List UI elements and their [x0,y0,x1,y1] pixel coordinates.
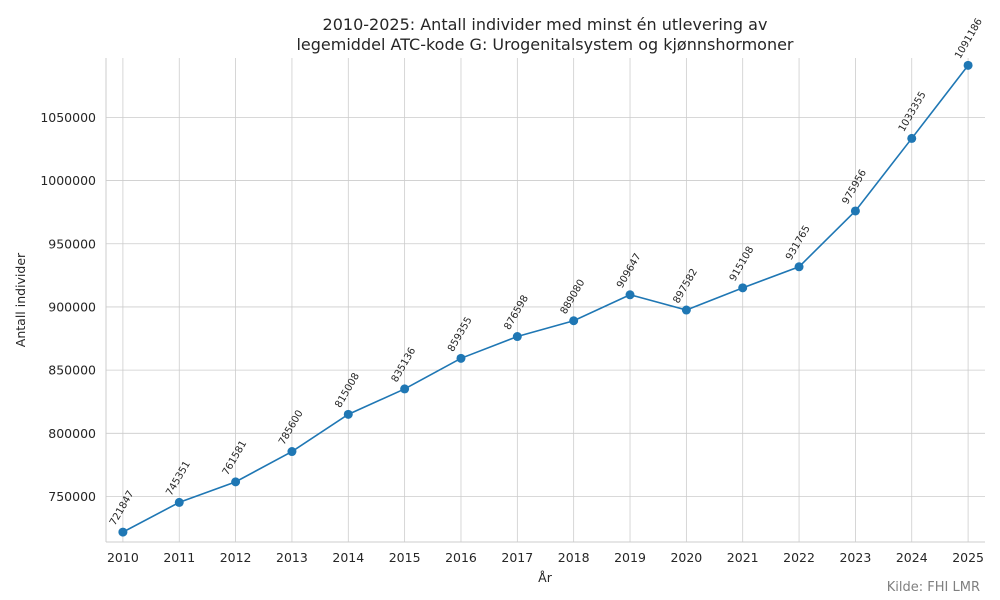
data-label: 785600 [277,408,306,447]
data-label: 761581 [221,439,250,478]
data-label: 1033355 [897,90,929,134]
x-tick-label: 2023 [839,550,871,565]
series [118,60,973,537]
x-tick-labels: 2010 2011 2012 2013 2014 2015 2016 2017 2018 2019… [107,550,984,565]
x-tick-label: 2024 [896,550,928,565]
data-point [681,305,691,315]
data-label: 859355 [446,315,475,354]
x-tick-label: 2013 [276,550,308,565]
data-label: 721847 [108,489,137,528]
data-point [400,384,410,394]
y-tick-label: 850000 [48,363,96,378]
grid [106,58,985,542]
y-tick-label: 950000 [48,236,96,251]
x-tick-label: 2018 [558,550,590,565]
x-tick-label: 2019 [614,550,646,565]
data-point [569,316,579,326]
data-label: 745351 [164,459,193,498]
x-tick-label: 2021 [727,550,759,565]
data-point [963,60,973,70]
x-tick-label: 2010 [107,550,139,565]
data-point [907,133,917,143]
x-tick-label: 2017 [501,550,533,565]
y-axis-label: Antall individer [13,252,28,347]
data-point [231,477,241,487]
data-label: 889080 [559,278,588,317]
data-point [456,353,466,363]
data-label: 876598 [502,293,531,332]
data-label: 1091186 [953,17,985,61]
source-note: Kilde: FHI LMR [887,580,980,595]
data-point [287,447,297,457]
axes-spines [105,58,985,543]
series-line [122,64,969,533]
data-label: 835136 [390,346,419,385]
data-point [625,290,635,300]
x-tick-label: 2011 [163,550,195,565]
data-labels: 721847 745351 761581 785600 815008 835136 8593… [108,17,985,528]
y-tick-label: 1050000 [40,110,96,125]
data-label: 815008 [333,371,362,410]
data-label: 975956 [840,168,869,207]
x-tick-label: 2016 [445,550,477,565]
y-tick-label: 1000000 [40,173,96,188]
y-tick-label: 750000 [48,489,96,504]
data-point [738,283,748,293]
x-tick-label: 2015 [389,550,421,565]
x-tick-label: 2014 [332,550,364,565]
x-tick-label: 2022 [783,550,815,565]
data-point [512,332,522,342]
data-point [118,527,128,537]
data-point [794,262,804,272]
x-tick-label: 2020 [670,550,702,565]
x-tick-label: 2012 [220,550,252,565]
y-tick-label: 800000 [48,426,96,441]
x-tick-label: 2025 [952,550,984,565]
chart-title-line-1: 2010-2025: Antall individer med minst én… [323,15,768,34]
data-point [850,206,860,216]
data-point [343,409,353,419]
data-point [174,497,184,507]
data-label: 915108 [728,245,757,284]
chart-title-line-2: legemiddel ATC-kode G: Urogenitalsystem … [296,35,793,54]
y-tick-label: 900000 [48,299,96,314]
x-axis-label: År [538,570,553,585]
data-label: 909647 [615,252,644,291]
y-tick-labels: 750000 800000 850000 900000 950000 1000000 105… [40,110,96,504]
data-label: 897582 [671,267,700,306]
